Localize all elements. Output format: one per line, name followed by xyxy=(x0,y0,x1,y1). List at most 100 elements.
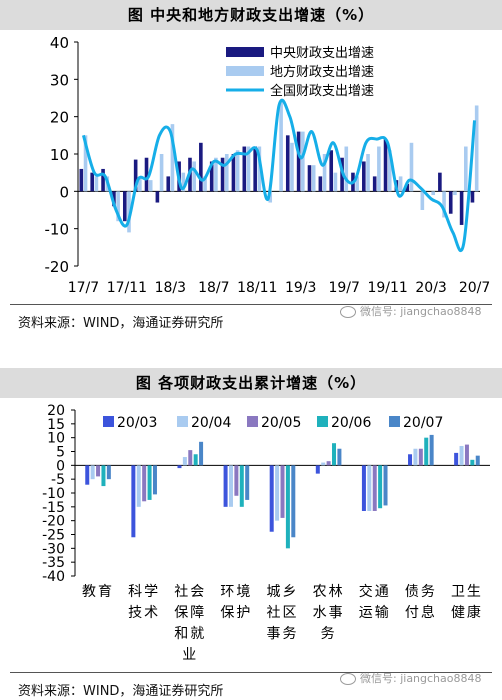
local-bar xyxy=(224,154,229,192)
legend-swatch xyxy=(103,416,114,427)
category-label: 水事 xyxy=(313,605,345,621)
central-bar xyxy=(101,168,105,192)
bar-20-07 xyxy=(245,465,250,500)
local-bar xyxy=(148,180,153,192)
y-tick-label: 0 xyxy=(56,458,65,474)
category-label: 健康 xyxy=(451,604,483,621)
local-bar xyxy=(333,172,338,192)
national-line xyxy=(81,98,477,253)
central-bar xyxy=(231,154,236,192)
central-bar xyxy=(253,146,257,192)
local-bar xyxy=(138,176,142,192)
chart2-watermark-text: 微信号: jiangchao8848 xyxy=(360,672,482,685)
bar-20-06 xyxy=(332,443,337,466)
category-label: 交通 xyxy=(359,583,391,600)
x-tick-label: 19/7 xyxy=(328,280,359,296)
chart1-title: 图 中央和地方财政支出增速（%） xyxy=(0,0,502,30)
y-tick-label: -25 xyxy=(42,528,65,544)
bar-20-04 xyxy=(90,465,95,480)
x-tick-label: 19/3 xyxy=(285,280,316,296)
y-tick-label: -20 xyxy=(45,258,70,276)
category-label: 社会 xyxy=(174,584,206,600)
central-bar xyxy=(296,131,301,192)
local-bar xyxy=(159,154,164,192)
category-label: 债务 xyxy=(405,584,437,600)
central-bar xyxy=(372,176,377,192)
category-label: 保护 xyxy=(220,605,252,621)
local-bar xyxy=(431,191,436,196)
central-bar xyxy=(220,157,225,192)
bar-20-06 xyxy=(424,437,429,466)
y-tick-label: -35 xyxy=(42,555,65,571)
chart2-source-divider xyxy=(10,672,492,673)
bar-20-03 xyxy=(408,454,413,466)
bar-20-04 xyxy=(275,465,280,521)
legend-label-national: 全国财政支出增速 xyxy=(270,83,374,99)
local-bar xyxy=(366,154,370,192)
category-label: 技术 xyxy=(128,605,160,621)
y-tick-label: 30 xyxy=(50,71,69,89)
local-bar xyxy=(409,142,414,192)
y-tick-label: -5 xyxy=(51,472,65,488)
local-bar xyxy=(257,146,262,192)
chart1-source: 资料来源：WIND，海通证券研究所 xyxy=(18,316,224,331)
central-bar xyxy=(448,191,453,214)
legend-swatch-central xyxy=(226,47,264,57)
central-bar xyxy=(405,183,410,192)
bar-20-04 xyxy=(367,465,372,511)
chart1-plot: 40 30 20 10 0 -10 -20 17/7 17/11 18/3 18/7 18/11 19/… xyxy=(45,34,491,296)
local-bar xyxy=(311,165,316,192)
central-bar xyxy=(329,150,334,192)
local-bar xyxy=(246,146,251,192)
x-tick-label: 17/7 xyxy=(68,280,99,296)
category-label: 科学 xyxy=(128,584,160,600)
category-label: 环境 xyxy=(220,584,252,600)
legend-label: 20/06 xyxy=(331,415,371,431)
legend-label: 20/03 xyxy=(117,415,157,431)
legend-label: 20/05 xyxy=(261,415,301,431)
y-tick-label: -40 xyxy=(42,569,65,585)
central-bar xyxy=(90,172,94,192)
x-tick-label: 18/7 xyxy=(198,280,229,296)
y-tick-label: -10 xyxy=(45,221,70,239)
local-bar xyxy=(181,172,186,192)
local-bar xyxy=(203,176,207,192)
bar-20-05 xyxy=(188,450,193,466)
bar-20-07 xyxy=(152,465,157,495)
legend-label: 20/07 xyxy=(403,415,443,431)
bar-20-04 xyxy=(136,465,141,507)
bar-20-03 xyxy=(315,465,320,474)
central-bar xyxy=(459,191,464,225)
y-tick-label: 20 xyxy=(50,109,69,127)
y-tick-label: 15 xyxy=(47,417,65,433)
legend-swatch xyxy=(177,416,188,427)
category-label: 城乡 xyxy=(267,584,299,600)
legend-label-local: 地方财政支出增速 xyxy=(270,64,374,80)
bar-20-05 xyxy=(418,448,423,466)
bar-20-05 xyxy=(372,465,377,511)
y-tick-label: -15 xyxy=(42,500,65,516)
bar-20-03 xyxy=(85,465,90,485)
bar-20-04 xyxy=(459,445,464,466)
x-tick-label: 20/3 xyxy=(415,280,446,296)
central-bar xyxy=(242,146,247,192)
central-bar xyxy=(122,191,127,222)
chart2-title: 图 各项财政支出累计增速（%） xyxy=(0,368,502,398)
central-bar xyxy=(318,176,323,192)
chart1-watermark: 微信号: jiangchao8848 xyxy=(340,303,482,319)
local-bar xyxy=(170,124,175,192)
central-bar xyxy=(79,168,84,192)
central-bar xyxy=(155,191,160,203)
bar-20-07 xyxy=(337,448,342,466)
bar-20-05 xyxy=(142,465,147,502)
bar-20-06 xyxy=(193,454,198,466)
local-bar xyxy=(214,157,218,192)
local-bar xyxy=(442,191,446,218)
category-label: 农林 xyxy=(313,584,345,600)
central-bar xyxy=(166,176,171,192)
bar-20-03 xyxy=(454,452,459,466)
local-bar xyxy=(94,176,99,192)
local-bar xyxy=(377,146,381,192)
bar-20-07 xyxy=(429,434,434,466)
